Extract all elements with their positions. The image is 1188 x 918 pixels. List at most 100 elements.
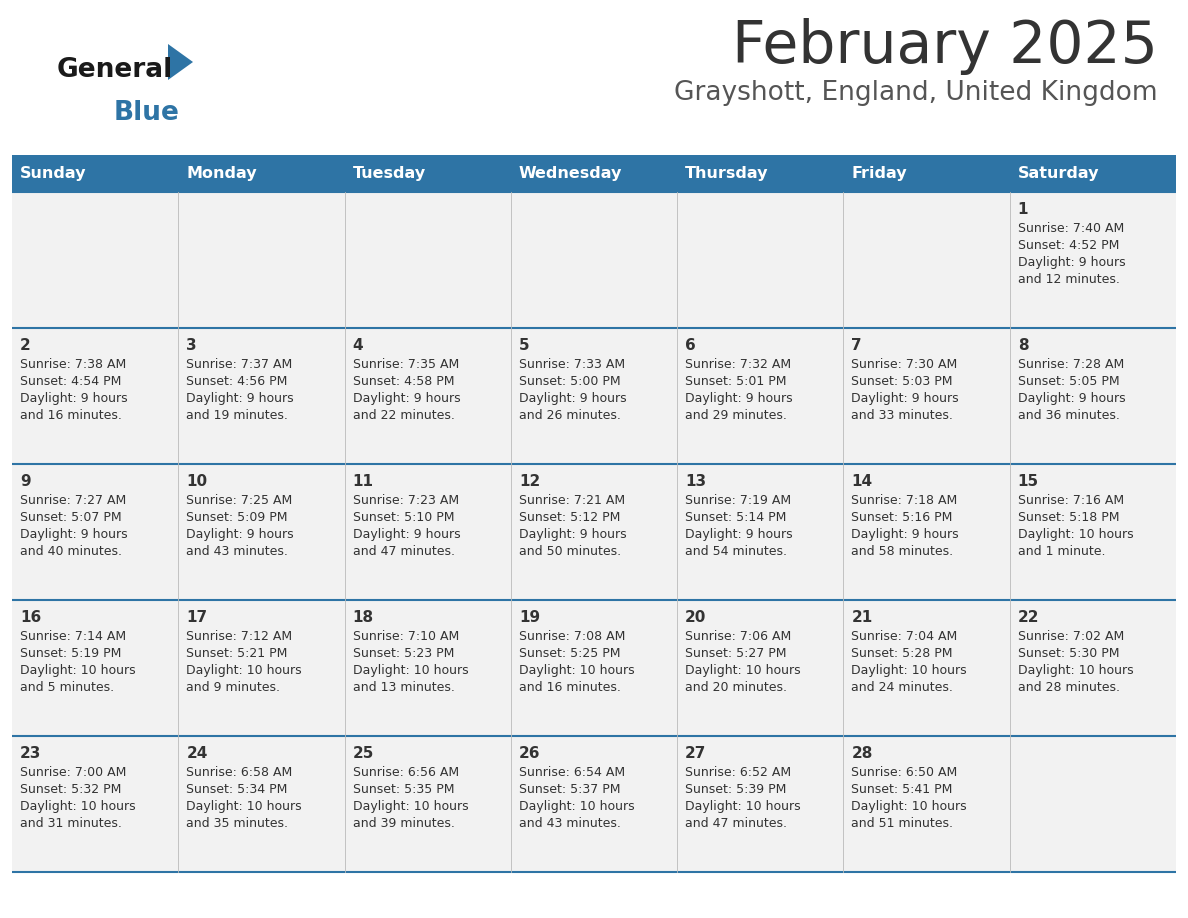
Text: Sunrise: 7:23 AM: Sunrise: 7:23 AM bbox=[353, 494, 459, 507]
Text: Daylight: 9 hours: Daylight: 9 hours bbox=[20, 392, 127, 405]
Text: Sunrise: 6:54 AM: Sunrise: 6:54 AM bbox=[519, 766, 625, 779]
Bar bbox=[843, 736, 1010, 872]
Text: Sunset: 5:32 PM: Sunset: 5:32 PM bbox=[20, 783, 121, 796]
Text: Sunrise: 7:33 AM: Sunrise: 7:33 AM bbox=[519, 358, 625, 371]
Text: Sunrise: 7:35 AM: Sunrise: 7:35 AM bbox=[353, 358, 459, 371]
Text: Sunrise: 7:06 AM: Sunrise: 7:06 AM bbox=[685, 630, 791, 643]
Bar bbox=[12, 600, 178, 736]
Text: Sunrise: 7:16 AM: Sunrise: 7:16 AM bbox=[1018, 494, 1124, 507]
Bar bbox=[12, 328, 178, 464]
Text: and 26 minutes.: and 26 minutes. bbox=[519, 409, 621, 422]
Text: and 54 minutes.: and 54 minutes. bbox=[685, 545, 788, 558]
Text: and 58 minutes.: and 58 minutes. bbox=[852, 545, 954, 558]
Text: Saturday: Saturday bbox=[1018, 166, 1099, 181]
Text: Sunrise: 6:56 AM: Sunrise: 6:56 AM bbox=[353, 766, 459, 779]
Text: General: General bbox=[57, 57, 173, 83]
Text: and 5 minutes.: and 5 minutes. bbox=[20, 681, 114, 694]
Text: Sunset: 4:52 PM: Sunset: 4:52 PM bbox=[1018, 239, 1119, 252]
Text: Sunrise: 7:02 AM: Sunrise: 7:02 AM bbox=[1018, 630, 1124, 643]
Text: Sunset: 5:23 PM: Sunset: 5:23 PM bbox=[353, 647, 454, 660]
Text: Daylight: 10 hours: Daylight: 10 hours bbox=[519, 664, 634, 677]
Text: and 16 minutes.: and 16 minutes. bbox=[20, 409, 122, 422]
Bar bbox=[1010, 736, 1176, 872]
Text: and 39 minutes.: and 39 minutes. bbox=[353, 817, 455, 830]
Text: Daylight: 10 hours: Daylight: 10 hours bbox=[852, 800, 967, 813]
Text: 3: 3 bbox=[187, 338, 197, 353]
Text: Sunset: 5:28 PM: Sunset: 5:28 PM bbox=[852, 647, 953, 660]
Bar bbox=[12, 464, 178, 600]
Text: Daylight: 10 hours: Daylight: 10 hours bbox=[20, 664, 135, 677]
Bar bbox=[178, 155, 345, 192]
Text: and 50 minutes.: and 50 minutes. bbox=[519, 545, 621, 558]
Text: Sunset: 4:54 PM: Sunset: 4:54 PM bbox=[20, 375, 121, 388]
Bar bbox=[178, 328, 345, 464]
Polygon shape bbox=[168, 44, 192, 80]
Text: 1: 1 bbox=[1018, 202, 1029, 217]
Text: Sunrise: 6:50 AM: Sunrise: 6:50 AM bbox=[852, 766, 958, 779]
Text: Daylight: 10 hours: Daylight: 10 hours bbox=[353, 800, 468, 813]
Text: and 19 minutes.: and 19 minutes. bbox=[187, 409, 289, 422]
Text: 17: 17 bbox=[187, 610, 208, 625]
Text: Sunset: 5:25 PM: Sunset: 5:25 PM bbox=[519, 647, 620, 660]
Text: Daylight: 9 hours: Daylight: 9 hours bbox=[852, 528, 959, 541]
Text: and 35 minutes.: and 35 minutes. bbox=[187, 817, 289, 830]
Text: Sunset: 5:00 PM: Sunset: 5:00 PM bbox=[519, 375, 620, 388]
Bar bbox=[12, 155, 178, 192]
Text: 15: 15 bbox=[1018, 474, 1038, 489]
Text: Monday: Monday bbox=[187, 166, 257, 181]
Text: Sunset: 5:16 PM: Sunset: 5:16 PM bbox=[852, 511, 953, 524]
Bar bbox=[345, 600, 511, 736]
Bar bbox=[511, 192, 677, 328]
Bar bbox=[677, 192, 843, 328]
Bar bbox=[677, 600, 843, 736]
Text: and 29 minutes.: and 29 minutes. bbox=[685, 409, 786, 422]
Text: Daylight: 9 hours: Daylight: 9 hours bbox=[187, 528, 293, 541]
Text: 7: 7 bbox=[852, 338, 862, 353]
Text: Daylight: 10 hours: Daylight: 10 hours bbox=[1018, 528, 1133, 541]
Text: Daylight: 9 hours: Daylight: 9 hours bbox=[852, 392, 959, 405]
Text: Daylight: 10 hours: Daylight: 10 hours bbox=[685, 664, 801, 677]
Text: 23: 23 bbox=[20, 746, 42, 761]
Bar bbox=[1010, 464, 1176, 600]
Text: Friday: Friday bbox=[852, 166, 908, 181]
Text: Sunrise: 7:19 AM: Sunrise: 7:19 AM bbox=[685, 494, 791, 507]
Text: and 12 minutes.: and 12 minutes. bbox=[1018, 273, 1119, 286]
Text: Sunset: 5:39 PM: Sunset: 5:39 PM bbox=[685, 783, 786, 796]
Text: Daylight: 10 hours: Daylight: 10 hours bbox=[685, 800, 801, 813]
Bar bbox=[843, 328, 1010, 464]
Text: Daylight: 9 hours: Daylight: 9 hours bbox=[519, 528, 626, 541]
Text: Sunset: 5:12 PM: Sunset: 5:12 PM bbox=[519, 511, 620, 524]
Bar bbox=[178, 192, 345, 328]
Text: Daylight: 9 hours: Daylight: 9 hours bbox=[187, 392, 293, 405]
Text: 5: 5 bbox=[519, 338, 530, 353]
Text: Daylight: 9 hours: Daylight: 9 hours bbox=[20, 528, 127, 541]
Bar bbox=[511, 328, 677, 464]
Bar bbox=[511, 155, 677, 192]
Text: February 2025: February 2025 bbox=[732, 18, 1158, 75]
Text: 14: 14 bbox=[852, 474, 872, 489]
Text: 10: 10 bbox=[187, 474, 208, 489]
Text: 21: 21 bbox=[852, 610, 873, 625]
Text: Blue: Blue bbox=[114, 100, 179, 126]
Text: Daylight: 9 hours: Daylight: 9 hours bbox=[685, 392, 792, 405]
Text: 6: 6 bbox=[685, 338, 696, 353]
Text: 22: 22 bbox=[1018, 610, 1040, 625]
Text: and 20 minutes.: and 20 minutes. bbox=[685, 681, 788, 694]
Text: Daylight: 9 hours: Daylight: 9 hours bbox=[353, 392, 460, 405]
Bar bbox=[12, 192, 178, 328]
Bar bbox=[677, 736, 843, 872]
Text: Daylight: 9 hours: Daylight: 9 hours bbox=[353, 528, 460, 541]
Text: 27: 27 bbox=[685, 746, 707, 761]
Bar bbox=[843, 600, 1010, 736]
Text: Sunset: 5:01 PM: Sunset: 5:01 PM bbox=[685, 375, 786, 388]
Bar bbox=[1010, 328, 1176, 464]
Text: Daylight: 9 hours: Daylight: 9 hours bbox=[685, 528, 792, 541]
Text: 4: 4 bbox=[353, 338, 364, 353]
Bar bbox=[511, 464, 677, 600]
Text: 16: 16 bbox=[20, 610, 42, 625]
Text: Sunrise: 6:52 AM: Sunrise: 6:52 AM bbox=[685, 766, 791, 779]
Text: and 51 minutes.: and 51 minutes. bbox=[852, 817, 954, 830]
Text: Tuesday: Tuesday bbox=[353, 166, 425, 181]
Text: and 1 minute.: and 1 minute. bbox=[1018, 545, 1105, 558]
Bar bbox=[345, 464, 511, 600]
